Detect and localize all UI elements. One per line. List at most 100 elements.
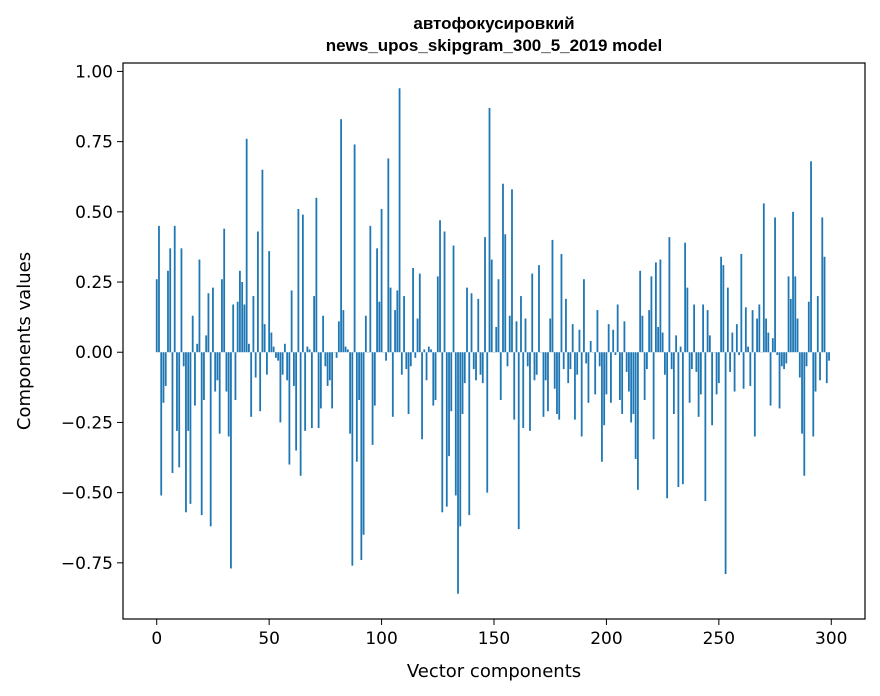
bar-174 bbox=[547, 352, 549, 412]
bar-215 bbox=[639, 270, 642, 353]
bar-156 bbox=[506, 352, 509, 367]
bar-126 bbox=[439, 220, 441, 353]
bar-39 bbox=[243, 304, 246, 353]
bar-259 bbox=[738, 352, 740, 356]
bar-52 bbox=[272, 346, 275, 353]
bar-113 bbox=[409, 352, 412, 367]
bar-54 bbox=[277, 352, 280, 361]
bar-13 bbox=[185, 352, 187, 513]
bar-213 bbox=[634, 352, 637, 459]
bar-206 bbox=[619, 352, 621, 400]
bar-7 bbox=[171, 352, 174, 473]
bar-224 bbox=[659, 259, 662, 353]
bar-252 bbox=[722, 265, 725, 353]
bar-93 bbox=[364, 315, 367, 353]
bar-16 bbox=[191, 315, 194, 353]
bar-0 bbox=[155, 279, 158, 353]
bar-283 bbox=[792, 211, 794, 353]
bar-296 bbox=[821, 217, 824, 353]
bar-225 bbox=[661, 332, 664, 353]
bar-149 bbox=[490, 259, 493, 353]
bar-117 bbox=[418, 273, 421, 353]
bar-247 bbox=[711, 352, 714, 426]
bar-210 bbox=[628, 352, 630, 392]
bar-145 bbox=[481, 352, 484, 384]
x-axis-label: Vector components bbox=[407, 661, 581, 682]
plot-frame bbox=[122, 62, 866, 620]
bar-47 bbox=[261, 169, 264, 353]
bar-146 bbox=[484, 237, 486, 353]
bar-183 bbox=[567, 352, 570, 384]
bar-175 bbox=[549, 318, 552, 353]
bar-298 bbox=[825, 352, 828, 384]
y-tick-label: 0.75 bbox=[75, 133, 113, 153]
x-axis-ticks: 0 50 100 150 200 250 300 bbox=[151, 619, 847, 649]
bar-86 bbox=[349, 352, 351, 434]
bar-280 bbox=[785, 352, 788, 364]
bar-185 bbox=[571, 324, 574, 353]
bar-184 bbox=[569, 352, 572, 370]
bar-11 bbox=[180, 248, 183, 353]
y-tick-label: −0.25 bbox=[61, 413, 113, 433]
bar-266 bbox=[753, 352, 756, 437]
bar-29 bbox=[221, 279, 223, 353]
y-axis-ticks: 1.00 0.75 0.50 0.25 0.00 −0.25 −0.50 −0.75 bbox=[61, 62, 123, 574]
bar-104 bbox=[389, 287, 392, 353]
bar-63 bbox=[297, 209, 300, 353]
bar-31 bbox=[225, 352, 228, 392]
bar-255 bbox=[729, 352, 731, 372]
bar-151 bbox=[495, 326, 498, 353]
bar-267 bbox=[756, 318, 758, 353]
bar-295 bbox=[819, 352, 821, 381]
bar-204 bbox=[614, 352, 617, 356]
chart-title-line2: news_upos_skipgram_300_5_2019 model bbox=[326, 36, 662, 55]
bar-65 bbox=[301, 214, 304, 353]
bar-190 bbox=[583, 279, 585, 353]
bar-191 bbox=[585, 352, 588, 364]
y-tick-label: 0.00 bbox=[75, 343, 113, 363]
bar-288 bbox=[803, 352, 806, 476]
bar-265 bbox=[751, 310, 754, 353]
x-tick-label: 200 bbox=[590, 629, 622, 649]
bar-112 bbox=[407, 352, 410, 415]
bar-82 bbox=[340, 119, 343, 353]
bar-297 bbox=[823, 256, 826, 353]
x-tick-label: 300 bbox=[815, 629, 847, 649]
bar-64 bbox=[299, 352, 302, 476]
bar-80 bbox=[335, 352, 338, 358]
bar-114 bbox=[412, 267, 414, 353]
bar-274 bbox=[771, 338, 774, 353]
bar-134 bbox=[457, 352, 459, 594]
bar-239 bbox=[693, 304, 696, 353]
bar-193 bbox=[589, 341, 592, 353]
bar-173 bbox=[544, 352, 547, 381]
bar-147 bbox=[486, 352, 489, 493]
bar-165 bbox=[526, 352, 529, 367]
bar-236 bbox=[686, 287, 689, 353]
bar-232 bbox=[677, 352, 680, 488]
bar-164 bbox=[524, 318, 527, 353]
bar-152 bbox=[497, 279, 500, 353]
bar-46 bbox=[259, 352, 262, 412]
bar-169 bbox=[535, 352, 538, 375]
bar-286 bbox=[798, 352, 801, 378]
bar-287 bbox=[801, 352, 803, 434]
bar-192 bbox=[587, 352, 590, 403]
bar-250 bbox=[717, 352, 720, 384]
bar-9 bbox=[176, 352, 178, 431]
bar-256 bbox=[731, 332, 734, 353]
bar-198 bbox=[601, 352, 603, 462]
bar-106 bbox=[394, 310, 396, 353]
bar-218 bbox=[645, 352, 648, 370]
bar-127 bbox=[441, 352, 444, 513]
bar-211 bbox=[630, 352, 633, 423]
y-tick-label: −0.75 bbox=[61, 554, 113, 574]
bar-148 bbox=[488, 107, 491, 353]
bar-68 bbox=[308, 349, 311, 353]
bar-284 bbox=[794, 276, 797, 353]
bar-73 bbox=[319, 352, 322, 409]
bar-24 bbox=[209, 352, 212, 527]
bar-48 bbox=[263, 324, 266, 353]
bar-276 bbox=[776, 352, 779, 356]
bar-40 bbox=[245, 138, 248, 353]
